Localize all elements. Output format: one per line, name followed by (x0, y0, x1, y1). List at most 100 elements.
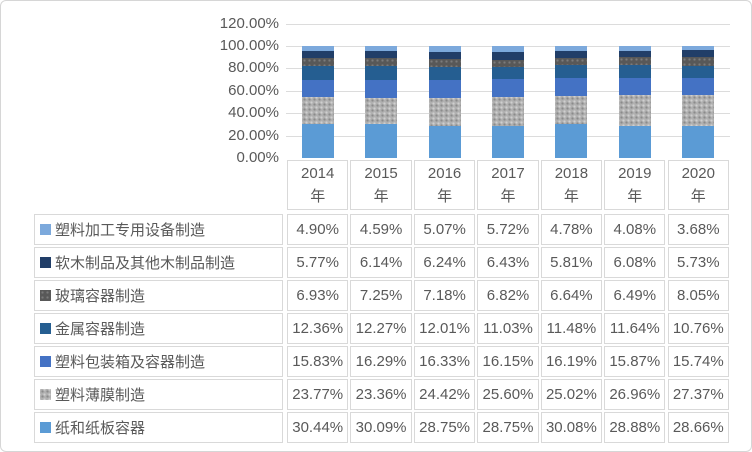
bar-segment[interactable] (301, 123, 334, 158)
table-value-cell: 28.66% (667, 412, 729, 443)
bar-segment[interactable] (618, 77, 651, 96)
bar-segment[interactable] (492, 125, 524, 158)
legend-swatch (40, 323, 51, 334)
bar-segment[interactable] (301, 57, 334, 66)
table-value-cell: 4.90% (287, 214, 349, 245)
bar-segment[interactable] (492, 52, 524, 60)
bar-segment[interactable] (682, 125, 715, 158)
bar-segment[interactable] (555, 65, 588, 79)
legend-swatch (40, 257, 51, 268)
bar-segment[interactable] (618, 95, 651, 126)
bar-segment[interactable] (492, 97, 524, 126)
table-value-cell: 5.73% (667, 247, 729, 278)
bar-segment[interactable] (618, 50, 651, 58)
bar-segment[interactable] (365, 51, 398, 58)
legend-swatch (40, 356, 51, 367)
bar-2014 (301, 46, 334, 158)
bar-segment[interactable] (682, 56, 715, 66)
bar-segment[interactable] (618, 64, 651, 78)
table-value-cell: 28.75% (477, 412, 539, 443)
gridline (286, 23, 730, 25)
x-axis-label-line: 年 (690, 188, 706, 205)
bar-segment[interactable] (555, 51, 588, 58)
x-axis-label-line: 2019 (618, 165, 652, 182)
legend-swatch (40, 224, 51, 235)
bar-segment[interactable] (365, 66, 398, 80)
bar-segment[interactable] (301, 97, 334, 124)
table-value-cell: 5.07% (413, 214, 476, 245)
table-value-cell: 4.59% (350, 214, 412, 245)
x-axis-category: 2015 年 (350, 160, 412, 210)
bar-segment[interactable] (301, 51, 334, 58)
bar-segment[interactable] (428, 51, 461, 59)
x-axis-category: 2020 年 (667, 160, 729, 210)
bar-segment[interactable] (492, 46, 524, 53)
bar-segment[interactable] (682, 65, 715, 78)
bar-segment[interactable] (428, 125, 461, 158)
bar-segment[interactable] (428, 66, 461, 81)
bar-segment[interactable] (428, 98, 461, 126)
bar-segment[interactable] (682, 50, 715, 57)
bar-segment[interactable] (555, 78, 588, 97)
x-axis-label-line: 年 (373, 188, 389, 205)
x-axis-label-line: 2020 (681, 165, 715, 182)
series-label: 软木制品及其他木制品制造 (55, 255, 236, 272)
legend-swatch (40, 422, 51, 433)
table-value-cell: 16.15% (477, 346, 539, 377)
x-axis-category: 2016 年 (413, 160, 476, 210)
y-axis-tick-label: 0.00% (236, 149, 279, 166)
x-axis-label-line: 年 (563, 188, 579, 205)
table-value-cell: 15.74% (667, 346, 729, 377)
bar-segment[interactable] (365, 46, 398, 52)
bar-segment[interactable] (618, 57, 651, 65)
bar-segment[interactable] (682, 46, 715, 51)
x-axis-label-line: 年 (500, 188, 516, 205)
x-axis-label-line: 年 (627, 188, 643, 205)
bar-segment[interactable] (428, 46, 461, 52)
bar-segment[interactable] (618, 125, 651, 158)
table-value-cell: 25.60% (477, 379, 539, 410)
table-value-cell: 6.49% (604, 280, 666, 311)
bar-segment[interactable] (428, 58, 461, 67)
bar-segment[interactable] (301, 65, 334, 80)
table-value-cell: 30.09% (350, 412, 412, 443)
bar-segment[interactable] (428, 80, 461, 99)
bar-segment[interactable] (555, 124, 588, 158)
table-value-cell: 23.77% (287, 379, 349, 410)
bar-segment[interactable] (365, 79, 398, 99)
table-value-cell: 26.96% (604, 379, 666, 410)
bar-segment[interactable] (555, 96, 588, 125)
table-value-cell: 6.43% (477, 247, 539, 278)
bar-2017 (492, 46, 524, 158)
x-axis-category: 2018 年 (540, 160, 603, 210)
x-axis-category: 2019 年 (604, 160, 666, 210)
bar-segment[interactable] (301, 79, 334, 98)
legend-swatch (40, 290, 51, 301)
bar-segment[interactable] (555, 57, 588, 66)
bar-2020 (682, 46, 715, 158)
table-value-cell: 6.08% (604, 247, 666, 278)
table-value-cell: 24.42% (413, 379, 476, 410)
x-axis-label-line: 年 (437, 188, 453, 205)
bar-segment[interactable] (555, 46, 588, 52)
bar-2019 (618, 46, 651, 158)
x-axis-label-line: 2015 (364, 165, 398, 182)
bar-segment[interactable] (365, 58, 398, 67)
bar-segment[interactable] (492, 79, 524, 98)
bar-segment[interactable] (492, 59, 524, 68)
y-axis-tick-label: 80.00% (228, 59, 279, 77)
bar-segment[interactable] (365, 124, 398, 158)
bar-segment[interactable] (682, 77, 715, 96)
table-value-cell: 5.81% (540, 247, 603, 278)
bar-segment[interactable] (492, 67, 524, 80)
bar-segment[interactable] (618, 46, 651, 51)
bar-segment[interactable] (682, 95, 715, 126)
bar-segment[interactable] (301, 46, 334, 52)
table-value-cell: 30.08% (540, 412, 603, 443)
table-value-cell: 16.33% (413, 346, 476, 377)
series-label: 塑料加工专用设备制造 (55, 222, 206, 239)
legend-cell: 金属容器制造 (34, 313, 283, 344)
bar-segment[interactable] (365, 98, 398, 125)
table-value-cell: 15.83% (287, 346, 349, 377)
